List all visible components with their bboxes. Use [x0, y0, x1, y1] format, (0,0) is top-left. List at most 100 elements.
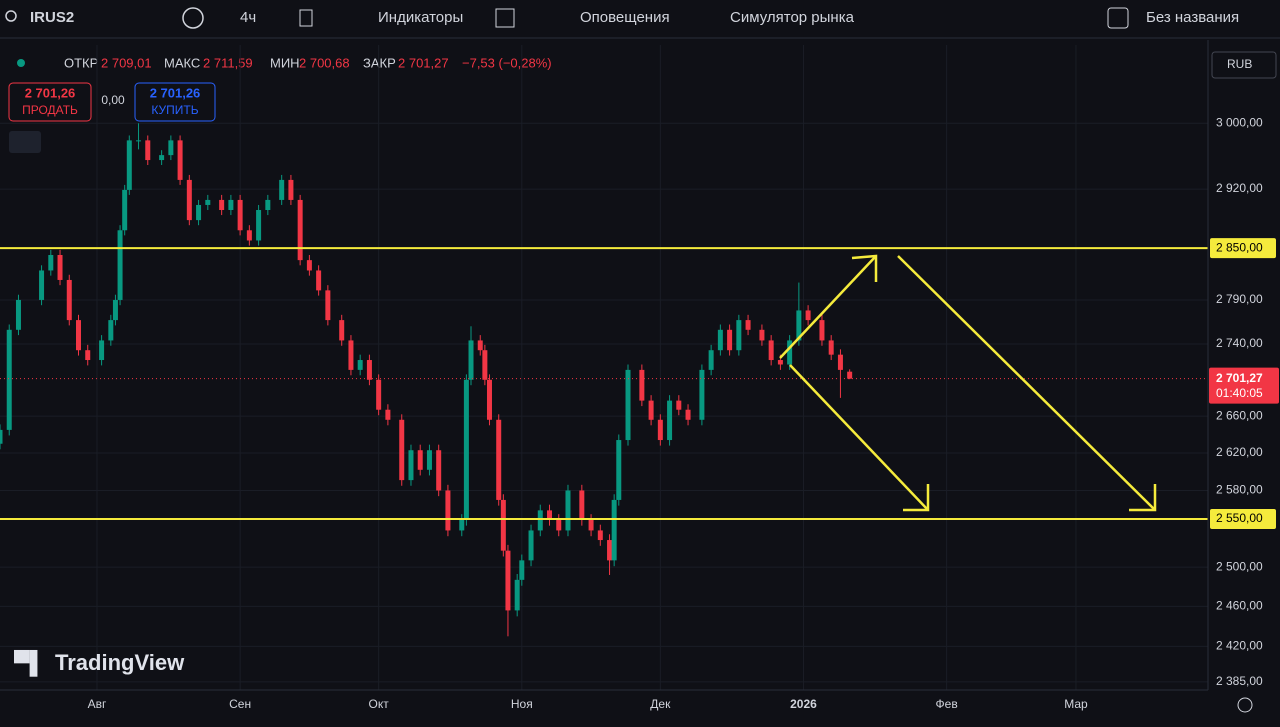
alerts[interactable]: Оповещения — [580, 9, 670, 26]
watermark-logo: ▀▌ — [14, 649, 45, 677]
layout-icon[interactable] — [1107, 7, 1129, 29]
candle-body — [399, 419, 405, 481]
add-symbol[interactable] — [182, 7, 204, 29]
candle-body — [611, 499, 617, 561]
candle-body — [537, 510, 543, 531]
layout-name[interactable]: Без названия — [1146, 9, 1239, 26]
candle-body — [648, 400, 654, 420]
candle-body — [66, 279, 72, 321]
templates[interactable] — [495, 8, 515, 28]
candle-body — [547, 510, 553, 520]
arrow-head — [903, 484, 930, 512]
candle-body — [477, 340, 483, 351]
candle-body — [579, 490, 585, 520]
candle-body — [565, 490, 571, 531]
candle-body — [828, 340, 834, 355]
last-price-box — [1209, 367, 1279, 404]
candle-body — [57, 254, 63, 280]
x-tick-label: Дек — [650, 697, 671, 711]
toolbar: IRUS2 4ч Индикаторы Оповещения Симулятор… — [0, 0, 1280, 39]
x-tick-label: Мар — [1064, 697, 1088, 711]
candle-body — [667, 400, 673, 441]
low-label: МИН — [270, 55, 300, 70]
candle-body — [685, 409, 691, 420]
sell-price[interactable]: 2 701,26 — [25, 85, 76, 100]
candle-body — [736, 320, 742, 351]
candle-body — [186, 179, 192, 221]
symbol[interactable]: IRUS2 — [30, 9, 74, 26]
trade-buttons: 2 701,26 ПРОДАТЬ 0,00 2 701,26 КУПИТЬ — [8, 82, 216, 153]
candle-body — [339, 320, 345, 341]
trend-arrow — [897, 255, 1156, 511]
candle-body — [108, 320, 114, 341]
hline-label: 2 550,00 — [1216, 511, 1263, 525]
chart-type[interactable] — [299, 9, 313, 27]
candle-body — [496, 419, 502, 500]
candle-body — [15, 299, 21, 330]
candle-body — [168, 140, 174, 156]
collapse-button[interactable] — [9, 131, 41, 153]
candle-body — [607, 540, 613, 561]
candle-body — [246, 230, 252, 241]
y-tick-label: 2 385,00 — [1216, 674, 1263, 688]
candle-body — [288, 179, 294, 200]
indicators[interactable]: Индикаторы — [378, 9, 463, 26]
arrow-head — [851, 254, 878, 282]
open-value: 2 709,01 — [101, 55, 152, 70]
y-tick-label: 2 920,00 — [1216, 181, 1263, 195]
candle-body — [85, 350, 91, 361]
y-tick-label: 2 660,00 — [1216, 408, 1263, 422]
candle-body — [657, 419, 663, 441]
candle-body — [366, 360, 372, 380]
candle-body — [787, 340, 793, 365]
status-dot — [17, 59, 25, 67]
candle-body — [625, 369, 631, 441]
watermark: TradingView — [55, 650, 185, 675]
candle-body — [745, 320, 751, 330]
x-tick-label: Фев — [936, 697, 958, 711]
sell-button[interactable] — [8, 82, 92, 122]
candle-body — [112, 299, 118, 321]
currency-box[interactable] — [1211, 51, 1277, 79]
candle-body — [727, 329, 733, 351]
buy-price[interactable]: 2 701,26 — [150, 85, 201, 100]
candle-body — [528, 530, 534, 561]
x-tick-label: Ноя — [511, 697, 533, 711]
candle-body — [616, 440, 622, 500]
candle-body — [708, 350, 714, 370]
candle-body — [39, 270, 45, 300]
hline-label-box — [1210, 508, 1276, 529]
candle-body — [417, 450, 423, 470]
candle-body — [588, 519, 594, 531]
last-price-label: 2 701,27 — [1216, 371, 1263, 385]
candle-body — [76, 320, 82, 351]
open-label: ОТКР — [64, 55, 98, 70]
candle-body — [819, 320, 825, 341]
candle-body — [468, 340, 474, 380]
candle-body — [463, 379, 469, 520]
search-icon[interactable] — [5, 10, 17, 22]
candle-body — [676, 400, 682, 410]
candle-body — [426, 450, 432, 470]
candle-body — [205, 199, 211, 205]
trend-arrow — [779, 255, 877, 359]
high-label: МАКС — [164, 55, 200, 70]
currency[interactable]: RUB — [1227, 57, 1252, 71]
hline-label: 2 850,00 — [1216, 240, 1263, 254]
candle-body — [699, 369, 705, 420]
settings[interactable] — [1237, 697, 1253, 713]
sell-label[interactable]: ПРОДАТЬ — [22, 103, 78, 117]
candle-body — [228, 199, 234, 211]
x-tick-label: Авг — [88, 697, 107, 711]
buy-label[interactable]: КУПИТЬ — [151, 103, 198, 117]
candle-body — [117, 230, 123, 300]
candle-body — [159, 155, 165, 161]
candle-body — [136, 140, 142, 142]
interval[interactable]: 4ч — [240, 9, 256, 26]
candle-body — [126, 140, 132, 190]
candle-body — [265, 199, 271, 211]
candle-body — [759, 329, 765, 341]
buy-button[interactable] — [134, 82, 216, 122]
replay[interactable]: Симулятор рынка — [730, 9, 855, 26]
